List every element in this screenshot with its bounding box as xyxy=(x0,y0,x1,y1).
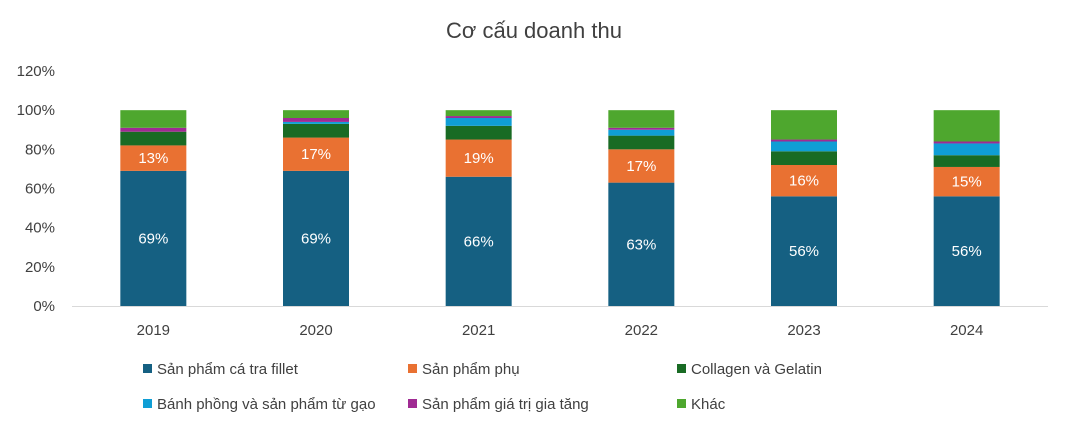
bar-segment xyxy=(608,135,675,150)
bar-segment xyxy=(771,139,837,142)
bar-segment xyxy=(771,110,837,140)
bar-segment xyxy=(445,125,512,140)
bar-segment xyxy=(283,137,349,171)
bar-segment xyxy=(933,110,1000,142)
bar-segment xyxy=(771,165,837,197)
data-label: 56% xyxy=(789,243,819,260)
legend-label: Bánh phồng và sản phẩm từ gạo xyxy=(157,396,376,413)
data-label: 66% xyxy=(464,233,494,250)
data-label: 69% xyxy=(301,230,331,247)
x-tick-label: 2021 xyxy=(462,322,495,339)
data-label: 16% xyxy=(789,173,819,190)
bar-segment xyxy=(445,139,512,177)
bars: 69% 13% 69% 17% 66% 19% 63% 17% 56% 16% 56% 15% xyxy=(120,110,1000,306)
bar-segment xyxy=(771,141,837,152)
bar-segment xyxy=(608,129,675,136)
bar-segment xyxy=(608,182,675,306)
bar-segment xyxy=(933,155,1000,167)
bar-segment xyxy=(608,110,675,128)
x-tick-label: 2024 xyxy=(950,322,983,339)
legend-label: Sản phẩm cá tra fillet xyxy=(157,361,299,378)
data-label: 69% xyxy=(138,230,168,247)
legend-swatch xyxy=(143,364,152,373)
bar-segment xyxy=(771,196,837,306)
y-tick-label: 40% xyxy=(25,220,55,237)
legend-swatch xyxy=(408,399,417,408)
x-tick-label: 2020 xyxy=(299,322,332,339)
bar-segment xyxy=(120,127,187,132)
x-tick-label: 2022 xyxy=(625,322,658,339)
chart-title: Cơ cấu doanh thu xyxy=(446,18,622,43)
legend-swatch xyxy=(677,399,686,408)
data-label: 56% xyxy=(952,243,982,260)
data-label: 17% xyxy=(626,158,656,175)
y-tick-label: 0% xyxy=(33,298,55,315)
legend-label: Sản phẩm phụ xyxy=(422,361,520,378)
data-label: 19% xyxy=(464,150,494,167)
bar-segment xyxy=(445,110,512,117)
y-tick-label: 60% xyxy=(25,181,55,198)
legend: Sản phẩm cá tra fillet Sản phẩm phụ Collag… xyxy=(143,361,822,413)
y-axis-ticks: 0% 20% 40% 60% 80% 100% 120% xyxy=(17,63,55,315)
bar-segment xyxy=(120,170,187,306)
legend-swatch xyxy=(677,364,686,373)
data-label: 13% xyxy=(138,150,168,167)
data-label: 63% xyxy=(626,236,656,253)
bar-segment xyxy=(120,131,187,146)
bar-segment xyxy=(445,118,512,126)
x-tick-label: 2023 xyxy=(787,322,820,339)
bar-segment xyxy=(933,166,1000,197)
bar-segment xyxy=(283,123,349,138)
legend-label: Khác xyxy=(691,396,726,413)
legend-swatch xyxy=(143,399,152,408)
bar-segment xyxy=(283,121,349,124)
legend-label: Sản phẩm giá trị gia tăng xyxy=(422,396,589,413)
y-tick-label: 100% xyxy=(17,102,55,119)
bar-segment xyxy=(608,149,675,183)
x-axis-labels: 2019 2020 2021 2022 2023 2024 xyxy=(137,322,984,339)
legend-label: Collagen và Gelatin xyxy=(691,361,822,378)
y-tick-label: 80% xyxy=(25,141,55,158)
bar-segment xyxy=(933,196,1000,306)
bar-segment xyxy=(283,170,349,306)
legend-swatch xyxy=(408,364,417,373)
y-tick-label: 20% xyxy=(25,259,55,276)
bar-segment xyxy=(933,141,1000,144)
bar-segment xyxy=(771,151,837,165)
bar-segment xyxy=(120,145,187,171)
x-tick-label: 2019 xyxy=(137,322,170,339)
bar-segment xyxy=(445,116,512,118)
y-tick-label: 120% xyxy=(17,63,55,80)
bar-segment xyxy=(283,118,349,122)
bar-segment xyxy=(445,176,512,306)
bar-segment xyxy=(120,110,187,128)
bar-segment xyxy=(933,143,1000,156)
data-label: 15% xyxy=(952,174,982,191)
bar-segment xyxy=(283,110,349,118)
bar-segment xyxy=(608,127,675,130)
data-label: 17% xyxy=(301,146,331,163)
